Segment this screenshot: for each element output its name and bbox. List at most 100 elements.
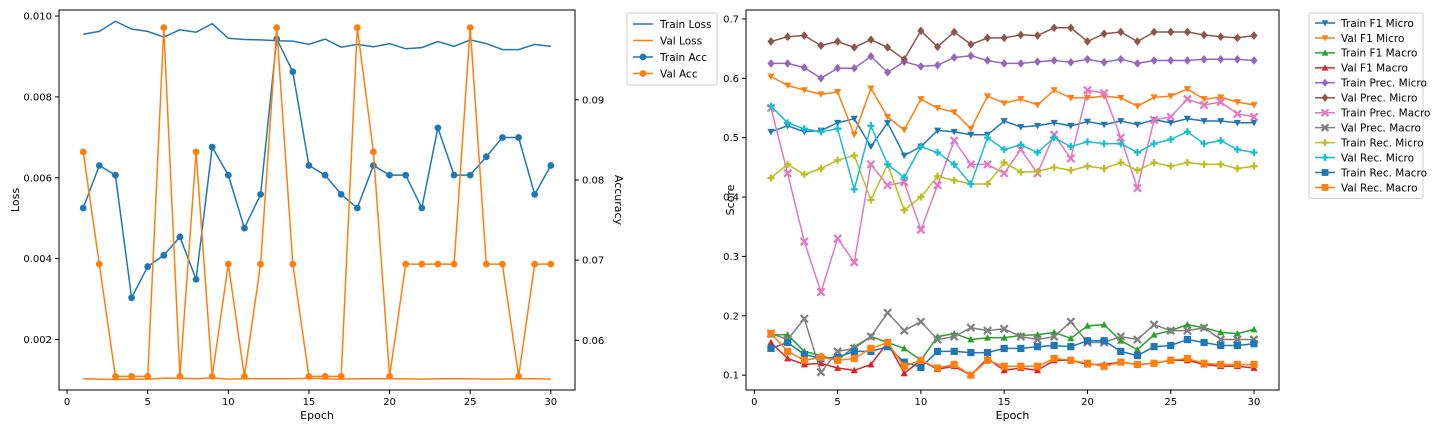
legend-marker-train-rec-macro bbox=[1321, 169, 1329, 176]
point-val-f1-micro bbox=[1250, 102, 1258, 109]
point-val-prec-macro bbox=[949, 332, 959, 341]
point-val-rec-micro bbox=[967, 180, 975, 188]
point-val-f1-macro bbox=[900, 369, 908, 377]
point-val-acc bbox=[241, 372, 248, 380]
point-val-rec-micro bbox=[1117, 139, 1125, 148]
point-val-rec-macro bbox=[767, 329, 775, 338]
line-val-loss bbox=[83, 377, 551, 381]
point-val-prec-micro bbox=[1067, 23, 1075, 33]
x-axis-label: Epoch bbox=[996, 409, 1030, 422]
point-val-f1-micro bbox=[1183, 86, 1191, 93]
point-train-rec-macro bbox=[917, 363, 925, 372]
point-val-rec-micro bbox=[1200, 139, 1208, 148]
series-train-loss bbox=[83, 20, 551, 51]
point-val-rec-macro bbox=[784, 347, 792, 356]
plot-frame bbox=[58, 9, 576, 391]
point-val-prec-micro bbox=[1150, 27, 1158, 37]
line-val-acc bbox=[82, 27, 551, 378]
point-val-acc bbox=[224, 260, 232, 268]
legend-marker-val-rec-micro bbox=[1321, 154, 1329, 161]
point-train-acc bbox=[418, 204, 426, 212]
point-val-acc bbox=[370, 148, 377, 156]
point-val-rec-macro bbox=[1183, 354, 1191, 363]
point-val-rec-micro bbox=[1067, 142, 1075, 151]
point-train-rec-macro bbox=[1183, 335, 1191, 344]
y-tick-label: 0.004 bbox=[23, 254, 52, 265]
point-val-rec-micro bbox=[900, 173, 908, 182]
point-val-f1-micro bbox=[1017, 96, 1025, 103]
point-val-f1-micro bbox=[1150, 94, 1158, 101]
point-val-prec-macro bbox=[983, 326, 992, 336]
point-val-acc bbox=[112, 372, 119, 380]
point-train-f1-macro bbox=[900, 344, 908, 352]
line-train-rec-micro bbox=[770, 154, 1255, 212]
point-val-rec-micro bbox=[1000, 145, 1008, 154]
point-val-acc bbox=[499, 260, 506, 268]
point-train-prec-micro bbox=[817, 73, 825, 83]
point-val-rec-micro bbox=[800, 125, 808, 133]
point-val-prec-macro bbox=[1183, 326, 1192, 336]
point-val-rec-macro bbox=[1083, 359, 1092, 367]
point-val-f1-micro bbox=[1200, 96, 1208, 103]
point-val-prec-macro bbox=[1116, 332, 1126, 341]
point-train-prec-micro bbox=[1200, 54, 1208, 64]
point-val-prec-macro bbox=[933, 335, 942, 344]
x-tick-label: 20 bbox=[383, 397, 396, 408]
point-val-rec-micro bbox=[1017, 141, 1025, 149]
series-train-f1-micro bbox=[767, 115, 1258, 160]
point-val-acc bbox=[192, 148, 200, 156]
point-train-f1-micro bbox=[850, 115, 858, 123]
point-val-f1-micro bbox=[950, 109, 958, 116]
point-val-rec-macro bbox=[1000, 362, 1008, 370]
point-val-prec-micro bbox=[834, 37, 842, 46]
point-train-f1-macro bbox=[1217, 328, 1225, 336]
point-val-f1-micro bbox=[900, 127, 908, 134]
point-val-f1-macro bbox=[867, 360, 875, 368]
point-train-rec-macro bbox=[933, 347, 942, 356]
point-train-rec-macro bbox=[850, 347, 858, 356]
point-val-acc bbox=[531, 260, 539, 268]
point-val-f1-micro bbox=[767, 73, 775, 81]
point-val-acc bbox=[128, 372, 135, 380]
point-train-prec-micro bbox=[983, 56, 992, 65]
point-val-acc bbox=[547, 260, 555, 268]
point-val-prec-macro bbox=[1149, 320, 1159, 330]
point-val-rec-macro bbox=[967, 371, 975, 379]
point-train-rec-micro bbox=[917, 193, 925, 201]
point-train-rec-macro bbox=[1067, 343, 1075, 351]
point-train-rec-micro bbox=[834, 156, 842, 164]
point-train-acc bbox=[241, 224, 248, 232]
point-val-prec-micro bbox=[1050, 23, 1058, 33]
point-train-prec-macro bbox=[816, 287, 826, 297]
line-val-rec-micro bbox=[770, 105, 1255, 193]
y-right-tick-label: 0.07 bbox=[582, 256, 604, 267]
y-tick-label: 0.1 bbox=[723, 371, 739, 382]
point-train-prec-micro bbox=[883, 68, 892, 77]
point-val-f1-micro bbox=[1217, 94, 1225, 101]
legend-label: Val F1 Macro bbox=[1341, 63, 1408, 75]
point-val-rec-micro bbox=[1167, 135, 1175, 144]
point-val-rec-macro bbox=[1050, 354, 1058, 363]
point-val-f1-micro bbox=[850, 131, 858, 139]
point-train-prec-macro bbox=[799, 237, 809, 246]
point-train-rec-micro bbox=[1133, 166, 1142, 174]
point-train-prec-macro bbox=[949, 136, 959, 146]
point-val-f1-micro bbox=[784, 82, 792, 90]
point-train-prec-macro bbox=[833, 234, 842, 243]
point-val-f1-macro bbox=[784, 354, 792, 362]
point-train-prec-micro bbox=[1117, 54, 1125, 64]
point-train-prec-macro bbox=[1183, 94, 1192, 104]
legend-marker-train-f1-micro bbox=[1321, 20, 1329, 27]
point-train-f1-macro bbox=[967, 335, 975, 343]
point-train-acc bbox=[224, 171, 232, 179]
point-train-f1-macro bbox=[1067, 334, 1075, 342]
point-val-prec-micro bbox=[850, 43, 858, 52]
point-train-rec-macro bbox=[1000, 344, 1008, 353]
point-train-f1-macro bbox=[1100, 321, 1108, 328]
line-train-rec-macro bbox=[770, 338, 1255, 369]
point-val-rec-micro bbox=[1150, 139, 1158, 148]
point-train-f1-micro bbox=[1133, 121, 1142, 129]
series-train-prec-macro bbox=[766, 85, 1259, 297]
point-train-rec-macro bbox=[784, 338, 792, 347]
point-train-f1-micro bbox=[883, 119, 892, 127]
